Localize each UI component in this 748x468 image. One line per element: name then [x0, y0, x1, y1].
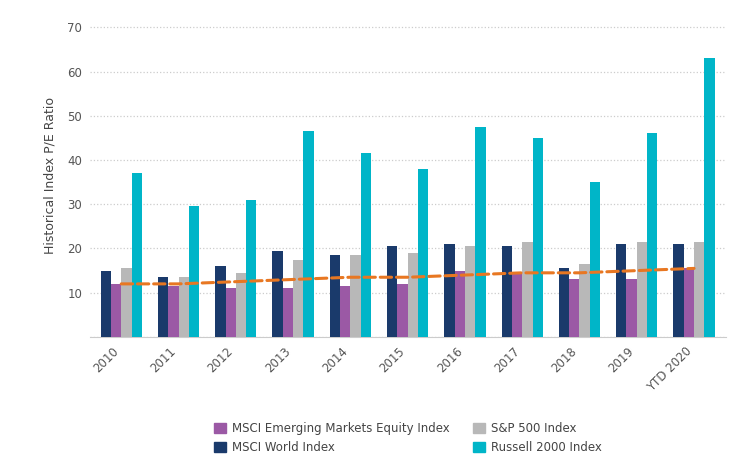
- Bar: [121, 268, 132, 337]
- Bar: [637, 242, 647, 337]
- Bar: [647, 133, 657, 337]
- Bar: [158, 277, 168, 337]
- Bar: [559, 268, 569, 337]
- Bar: [168, 286, 179, 337]
- Bar: [533, 138, 543, 337]
- Bar: [694, 242, 705, 337]
- Bar: [455, 271, 465, 337]
- Bar: [340, 286, 350, 337]
- Bar: [283, 288, 293, 337]
- Bar: [512, 273, 522, 337]
- Bar: [236, 273, 246, 337]
- Bar: [502, 246, 512, 337]
- Bar: [444, 244, 455, 337]
- Bar: [304, 131, 313, 337]
- Bar: [522, 242, 533, 337]
- Bar: [569, 279, 580, 337]
- Bar: [418, 169, 429, 337]
- Bar: [616, 244, 627, 337]
- Bar: [179, 277, 188, 337]
- Bar: [361, 154, 371, 337]
- Bar: [272, 251, 283, 337]
- Bar: [475, 127, 485, 337]
- Bar: [580, 264, 590, 337]
- Bar: [465, 246, 475, 337]
- Y-axis label: Historical Index P/E Ratio: Historical Index P/E Ratio: [43, 97, 56, 254]
- Bar: [246, 200, 257, 337]
- Bar: [111, 284, 121, 337]
- Bar: [101, 271, 111, 337]
- Legend: MSCI Emerging Markets Equity Index, MSCI World Index, S&P 500 Index, Russell 200: MSCI Emerging Markets Equity Index, MSCI…: [214, 422, 601, 454]
- Bar: [590, 182, 600, 337]
- Bar: [188, 206, 199, 337]
- Bar: [673, 244, 684, 337]
- Bar: [627, 279, 637, 337]
- Bar: [684, 268, 694, 337]
- Bar: [293, 260, 304, 337]
- Bar: [215, 266, 225, 337]
- Bar: [225, 288, 236, 337]
- Bar: [350, 255, 361, 337]
- Bar: [387, 246, 397, 337]
- Bar: [408, 253, 418, 337]
- Bar: [330, 255, 340, 337]
- Bar: [397, 284, 408, 337]
- Bar: [705, 58, 714, 337]
- Bar: [132, 173, 142, 337]
